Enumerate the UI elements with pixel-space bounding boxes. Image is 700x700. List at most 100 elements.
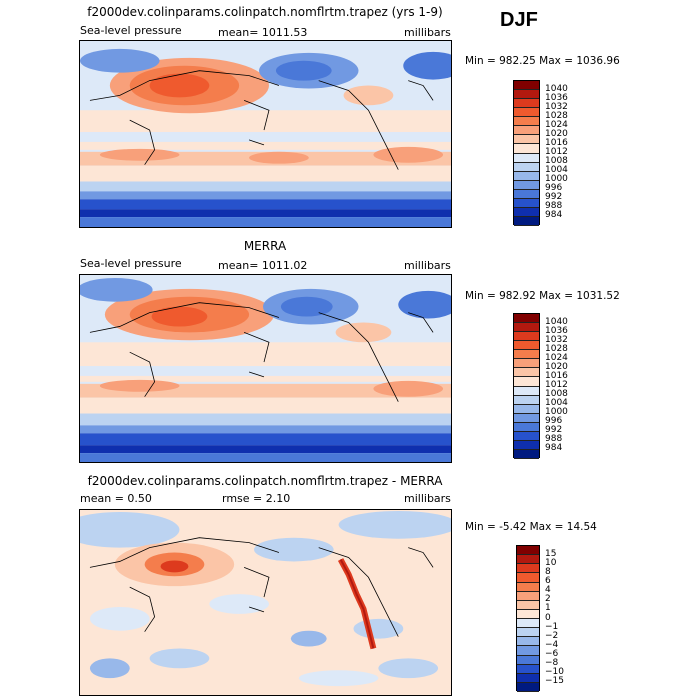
colorbar-2-swatch — [514, 359, 539, 369]
colorbar-1-tick-label: 992 — [545, 192, 563, 203]
colorbar-1-tick-label: 988 — [545, 201, 563, 212]
season-label: DJF — [500, 9, 538, 31]
colorbar-3-tick-label: 6 — [545, 576, 551, 586]
colorbar-2-tick-label: 988 — [545, 434, 563, 445]
colorbar-3-swatch — [517, 546, 539, 556]
colorbar-3-swatch — [517, 573, 539, 583]
colorbar-2-swatch — [514, 404, 539, 414]
panel-1-slp-field — [80, 41, 451, 227]
colorbar-3-tick-label: 4 — [545, 585, 551, 596]
colorbar-3-tick-label: −8 — [545, 658, 559, 669]
panel-2-units-label: millibars — [404, 259, 451, 272]
colorbar-3-tick-label: 2 — [545, 594, 551, 605]
colorbar-1-swatch — [514, 117, 539, 127]
colorbar-3-swatch — [517, 555, 539, 565]
panel-2-slp-field — [80, 275, 451, 462]
colorbar-3-swatch — [517, 628, 539, 638]
panel-1-minmax: Min = 982.25 Max = 1036.96 — [465, 55, 620, 67]
colorbar-1-swatch — [514, 81, 539, 91]
colorbar-1-swatch — [514, 198, 539, 208]
colorbar-2-tick-label: 1040 — [545, 316, 568, 327]
colorbar-2-tick-label: 1016 — [545, 370, 568, 381]
colorbar-3-tick-label: −1 — [545, 621, 559, 632]
colorbar-3-tick-label: −10 — [545, 667, 564, 678]
colorbar-1-tick-label: 996 — [545, 183, 563, 194]
colorbar-1-swatch — [514, 207, 539, 217]
colorbar-2-tick-label: 984 — [545, 443, 563, 454]
colorbar-1-swatch — [514, 135, 539, 145]
colorbar-2-swatch — [514, 449, 539, 459]
colorbar-1-swatch — [514, 153, 539, 163]
colorbar-1-swatch — [514, 144, 539, 154]
colorbar-1-tick-label: 1032 — [545, 101, 568, 112]
colorbar-2-swatch — [514, 377, 539, 387]
panel-3-units-label: millibars — [404, 492, 451, 505]
panel-1-mean-label: mean= 1011.53 — [218, 26, 308, 39]
colorbar-1-swatch — [514, 90, 539, 100]
panel-1-map — [79, 40, 452, 228]
colorbar-3-swatch — [517, 619, 539, 629]
colorbar-3-swatch — [517, 682, 539, 692]
panel-2-title: MERRA — [243, 239, 287, 253]
colorbar-3-swatch — [517, 637, 539, 647]
colorbar-3-tick-label: −2 — [545, 630, 559, 641]
colorbar-3-swatch — [517, 664, 539, 674]
colorbar-3-tick-label: 8 — [545, 566, 551, 577]
panel-3-mean-label: mean = 0.50 — [80, 492, 152, 505]
panel-2-minmax: Min = 982.92 Max = 1031.52 — [465, 290, 620, 302]
colorbar-2-swatch — [514, 323, 539, 333]
colorbar-1-tick-label: 1028 — [545, 110, 568, 121]
colorbar-3-swatch — [517, 655, 539, 665]
colorbar-1-swatch — [514, 216, 539, 226]
panel-3-colorbar — [516, 545, 540, 692]
panel-3-minmax: Min = -5.42 Max = 14.54 — [465, 521, 597, 533]
colorbar-2-tick-label: 1036 — [545, 325, 568, 336]
colorbar-2-swatch — [514, 395, 539, 405]
panel-2-colorbar — [513, 313, 540, 459]
colorbar-3-swatch — [517, 591, 539, 601]
colorbar-2-swatch — [514, 314, 539, 324]
colorbar-1-tick-label: 1036 — [545, 92, 568, 103]
colorbar-1-swatch — [514, 180, 539, 190]
colorbar-1-tick-label: 1024 — [545, 119, 568, 130]
colorbar-2-swatch — [514, 332, 539, 342]
colorbar-1-swatch — [514, 108, 539, 118]
colorbar-1-tick-label: 1012 — [545, 147, 568, 157]
panel-1-units-label: millibars — [404, 26, 451, 39]
colorbar-2-tick-label: 1032 — [545, 334, 568, 345]
colorbar-3-swatch — [517, 646, 539, 656]
colorbar-2-tick-label: 996 — [545, 416, 563, 427]
colorbar-1-swatch — [514, 171, 539, 181]
colorbar-3-tick-label: −15 — [545, 676, 564, 687]
colorbar-2-swatch — [514, 422, 539, 432]
colorbar-2-tick-label: 1000 — [545, 407, 568, 418]
panel-2-mean-label: mean= 1011.02 — [218, 259, 308, 272]
colorbar-2-swatch — [514, 341, 539, 351]
colorbar-3-tick-label: 15 — [545, 548, 557, 559]
colorbar-1-tick-label: 1020 — [545, 128, 568, 139]
panel-1-variable-label: Sea-level pressure — [80, 24, 182, 37]
colorbar-3-tick-label: −4 — [545, 639, 559, 650]
panel-3-map — [79, 509, 452, 696]
colorbar-3-tick-label: 10 — [545, 557, 557, 568]
panel-1-title: f2000dev.colinparams.colinpatch.nomflrtm… — [87, 5, 443, 19]
colorbar-3-swatch — [517, 582, 539, 592]
colorbar-3-swatch — [517, 609, 539, 619]
colorbar-1-tick-label: 1040 — [545, 83, 568, 94]
colorbar-1-swatch — [514, 126, 539, 136]
colorbar-2-tick-label: 992 — [545, 425, 563, 436]
colorbar-3-swatch — [517, 600, 539, 610]
colorbar-2-tick-label: 1012 — [545, 380, 568, 390]
colorbar-3-tick-label: 1 — [545, 603, 551, 614]
colorbar-2-swatch — [514, 440, 539, 450]
colorbar-2-tick-label: 1004 — [545, 398, 568, 409]
colorbar-2-swatch — [514, 368, 539, 378]
colorbar-1-tick-label: 984 — [545, 210, 563, 221]
colorbar-1-tick-label: 1008 — [545, 156, 568, 167]
panel-3-title: f2000dev.colinparams.colinpatch.nomflrtm… — [87, 474, 443, 488]
panel-2-variable-label: Sea-level pressure — [80, 257, 182, 270]
colorbar-2-swatch — [514, 386, 539, 396]
panel-3-rmse-label: rmse = 2.10 — [222, 492, 291, 505]
colorbar-1-tick-label: 1000 — [545, 174, 568, 185]
colorbar-2-tick-label: 1024 — [545, 352, 568, 363]
